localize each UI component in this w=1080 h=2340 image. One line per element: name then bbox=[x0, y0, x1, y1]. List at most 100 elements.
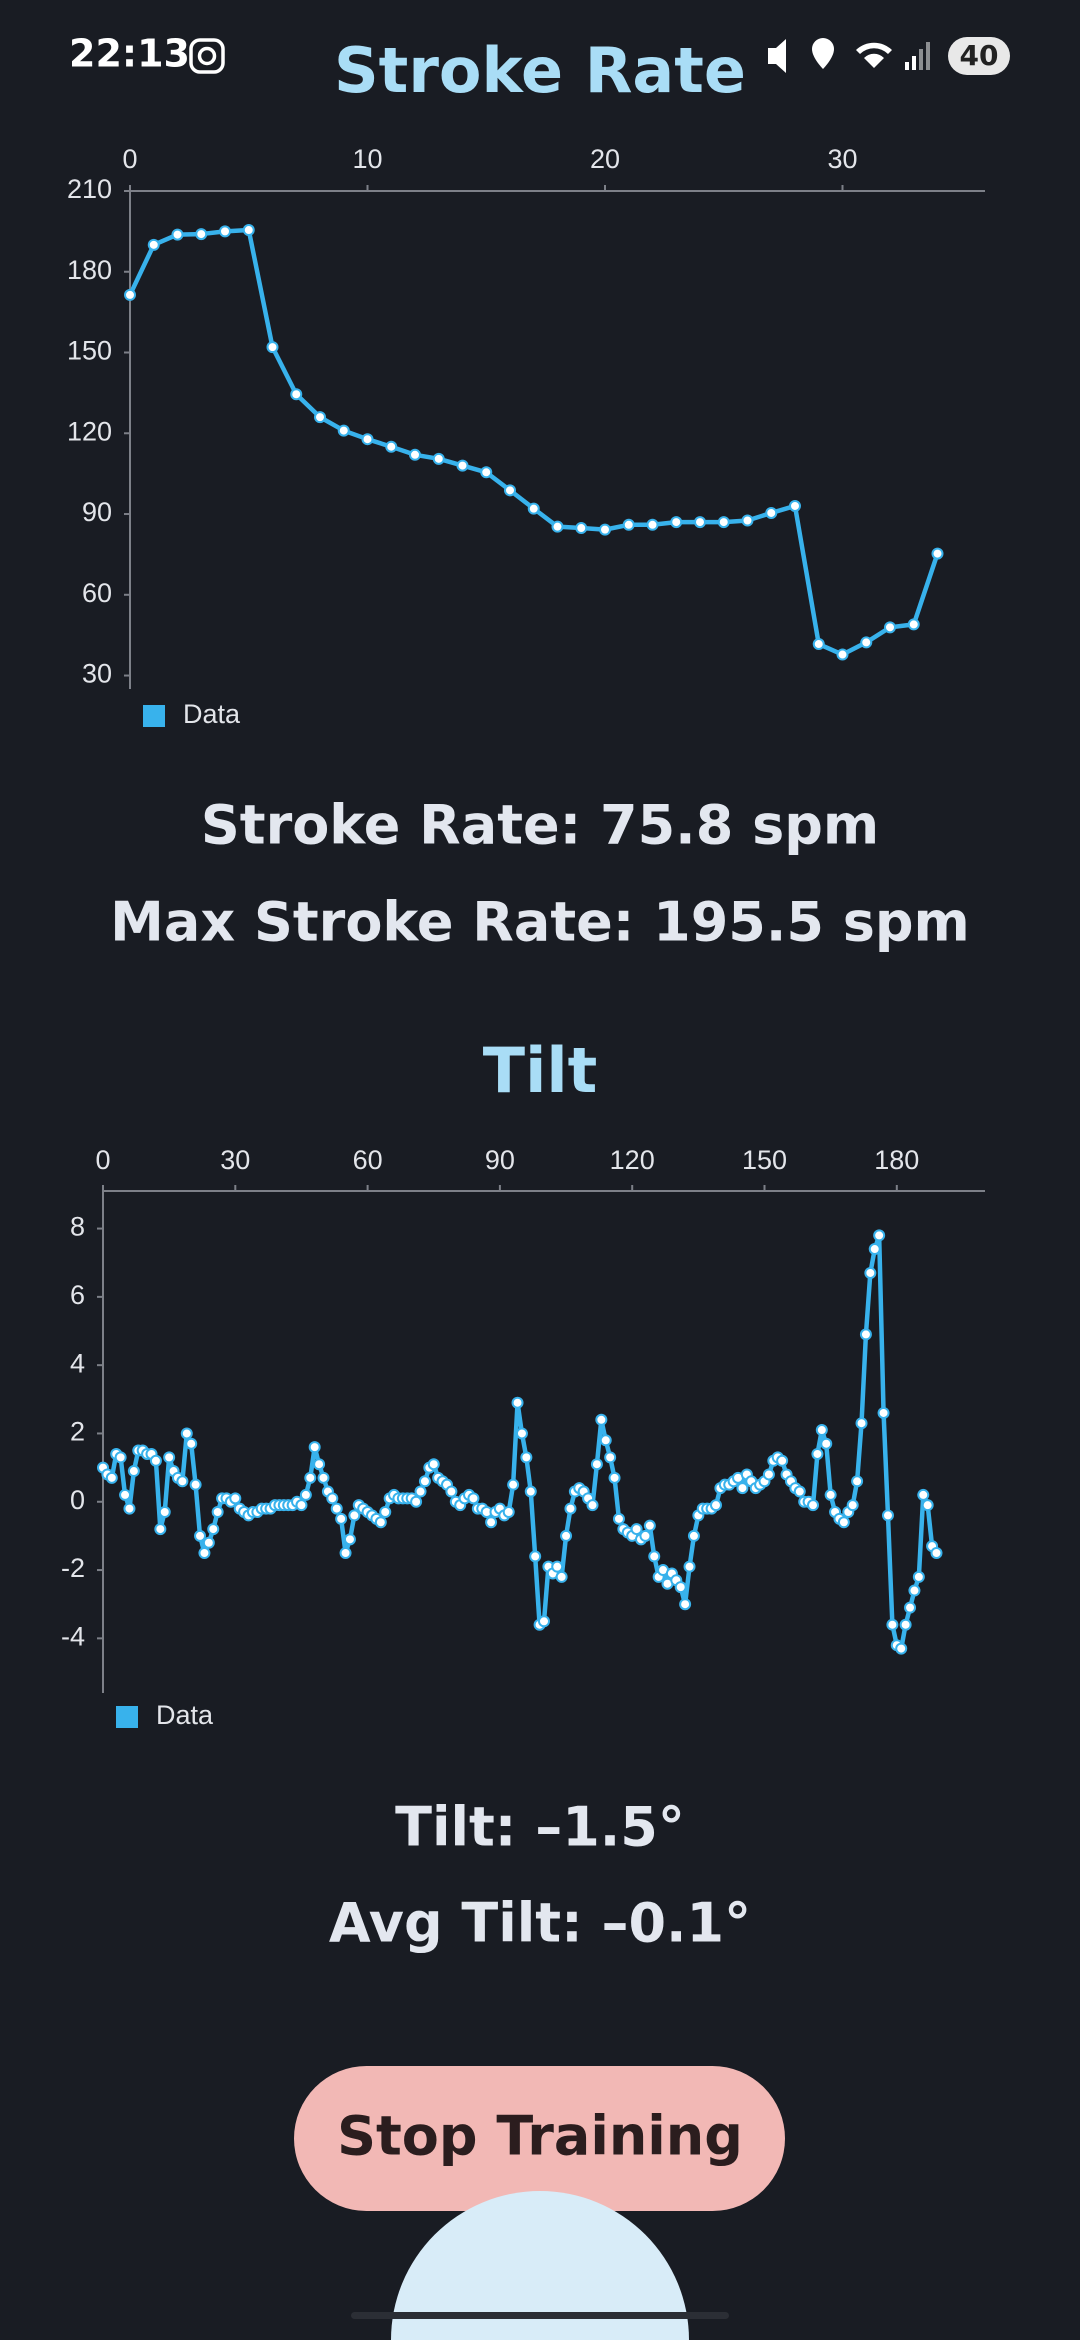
data-point bbox=[127, 1465, 140, 1478]
data-point bbox=[149, 1454, 162, 1467]
data-point bbox=[290, 388, 303, 401]
data-point bbox=[502, 1506, 515, 1519]
data-point bbox=[930, 1546, 943, 1559]
data-point bbox=[586, 1499, 599, 1512]
data-point bbox=[414, 1485, 427, 1498]
data-point bbox=[860, 636, 873, 649]
max-stroke-rate: Max Stroke Rate: 195.5 spm bbox=[110, 891, 970, 954]
battery-level: 40 bbox=[960, 39, 999, 72]
data-line bbox=[127, 227, 940, 657]
y-tick-label: -4 bbox=[61, 1621, 85, 1651]
data-point bbox=[123, 1502, 136, 1515]
x-tick-label: 30 bbox=[827, 144, 857, 174]
data-point bbox=[630, 1523, 643, 1536]
y-tick-label: 120 bbox=[67, 416, 112, 446]
data-point bbox=[551, 1560, 564, 1573]
y-tick-label: 4 bbox=[70, 1348, 85, 1378]
y-tick-label: 210 bbox=[67, 174, 112, 204]
button-label[interactable]: Stop Training bbox=[337, 2105, 743, 2168]
data-point bbox=[242, 224, 255, 237]
data-point bbox=[886, 1618, 899, 1631]
data-point bbox=[648, 1550, 661, 1563]
data-point bbox=[604, 1451, 617, 1464]
data-point bbox=[595, 1413, 608, 1426]
data-point bbox=[326, 1492, 339, 1505]
data-point bbox=[339, 1546, 352, 1559]
y-tick-label: 0 bbox=[70, 1485, 85, 1515]
data-point bbox=[504, 484, 516, 497]
y-tick-label: 150 bbox=[67, 336, 112, 366]
data-point bbox=[622, 518, 635, 531]
data-point bbox=[590, 1458, 603, 1471]
data-point bbox=[608, 1471, 621, 1484]
data-point bbox=[687, 1529, 700, 1542]
data-point bbox=[881, 1509, 894, 1522]
data-point bbox=[467, 1492, 480, 1505]
data-point bbox=[612, 1512, 625, 1525]
data-point bbox=[837, 1516, 850, 1529]
data-point bbox=[877, 1406, 890, 1419]
data-point bbox=[873, 1229, 886, 1242]
y-tick-label: 60 bbox=[82, 578, 112, 608]
x-tick-label: 0 bbox=[122, 144, 137, 174]
button-background[interactable] bbox=[294, 2066, 785, 2211]
data-point bbox=[765, 506, 778, 519]
legend-swatch bbox=[116, 1706, 138, 1728]
data-point bbox=[219, 225, 231, 238]
data-point bbox=[515, 1427, 528, 1440]
x-tick-label: 20 bbox=[590, 144, 620, 174]
x-tick-label: 120 bbox=[610, 1145, 655, 1175]
battery bbox=[948, 37, 1010, 75]
data-point bbox=[379, 1506, 392, 1519]
data-point bbox=[560, 1529, 573, 1542]
tilt: Tilt: –1.5° bbox=[395, 1796, 685, 1859]
data-point bbox=[917, 1488, 930, 1501]
data-point bbox=[846, 1499, 859, 1512]
data-point bbox=[859, 1328, 872, 1341]
data-point bbox=[335, 1512, 348, 1525]
data-point bbox=[683, 1560, 696, 1573]
data-point bbox=[762, 1468, 775, 1481]
data-point bbox=[575, 522, 588, 535]
data-point bbox=[507, 1478, 520, 1491]
data-point bbox=[119, 1488, 132, 1501]
data-point bbox=[931, 547, 944, 560]
data-point bbox=[124, 288, 136, 301]
bottom-sheet-peek bbox=[391, 2191, 689, 2340]
data-point bbox=[855, 1417, 868, 1430]
stroke-rate: Stroke Rate: 75.8 spm bbox=[201, 794, 879, 857]
data-point bbox=[643, 1519, 656, 1532]
data-point bbox=[163, 1451, 176, 1464]
data-point bbox=[198, 1546, 211, 1559]
data-point bbox=[154, 1523, 167, 1536]
gesture-bar bbox=[351, 2312, 729, 2319]
data-point bbox=[427, 1458, 440, 1471]
data-point bbox=[456, 459, 469, 472]
data-point bbox=[511, 1396, 524, 1409]
data-point bbox=[385, 440, 398, 453]
avg-tilt: Avg Tilt: –0.1° bbox=[329, 1892, 751, 1955]
data-point bbox=[639, 1529, 652, 1542]
data-point bbox=[529, 1550, 542, 1563]
chart-title: Tilt bbox=[483, 1034, 597, 1107]
data-point bbox=[409, 448, 421, 461]
legend-swatch bbox=[143, 705, 165, 727]
data-point bbox=[211, 1506, 224, 1519]
data-point bbox=[180, 1427, 193, 1440]
data-point bbox=[824, 1488, 837, 1501]
stop-training-button[interactable]: Stop Training bbox=[294, 2066, 785, 2211]
data-point bbox=[299, 1488, 312, 1501]
data-point bbox=[229, 1492, 242, 1505]
data-point bbox=[176, 1475, 189, 1488]
data-point bbox=[793, 1485, 806, 1498]
clock: 22:13 bbox=[69, 32, 190, 76]
y-tick-label: -2 bbox=[61, 1553, 85, 1583]
data-point bbox=[555, 1570, 568, 1583]
data-point bbox=[432, 452, 445, 465]
data-point bbox=[105, 1471, 118, 1484]
data-point bbox=[480, 466, 493, 479]
data-point bbox=[789, 499, 801, 512]
y-tick-label: 2 bbox=[70, 1417, 85, 1447]
data-point bbox=[820, 1437, 833, 1450]
